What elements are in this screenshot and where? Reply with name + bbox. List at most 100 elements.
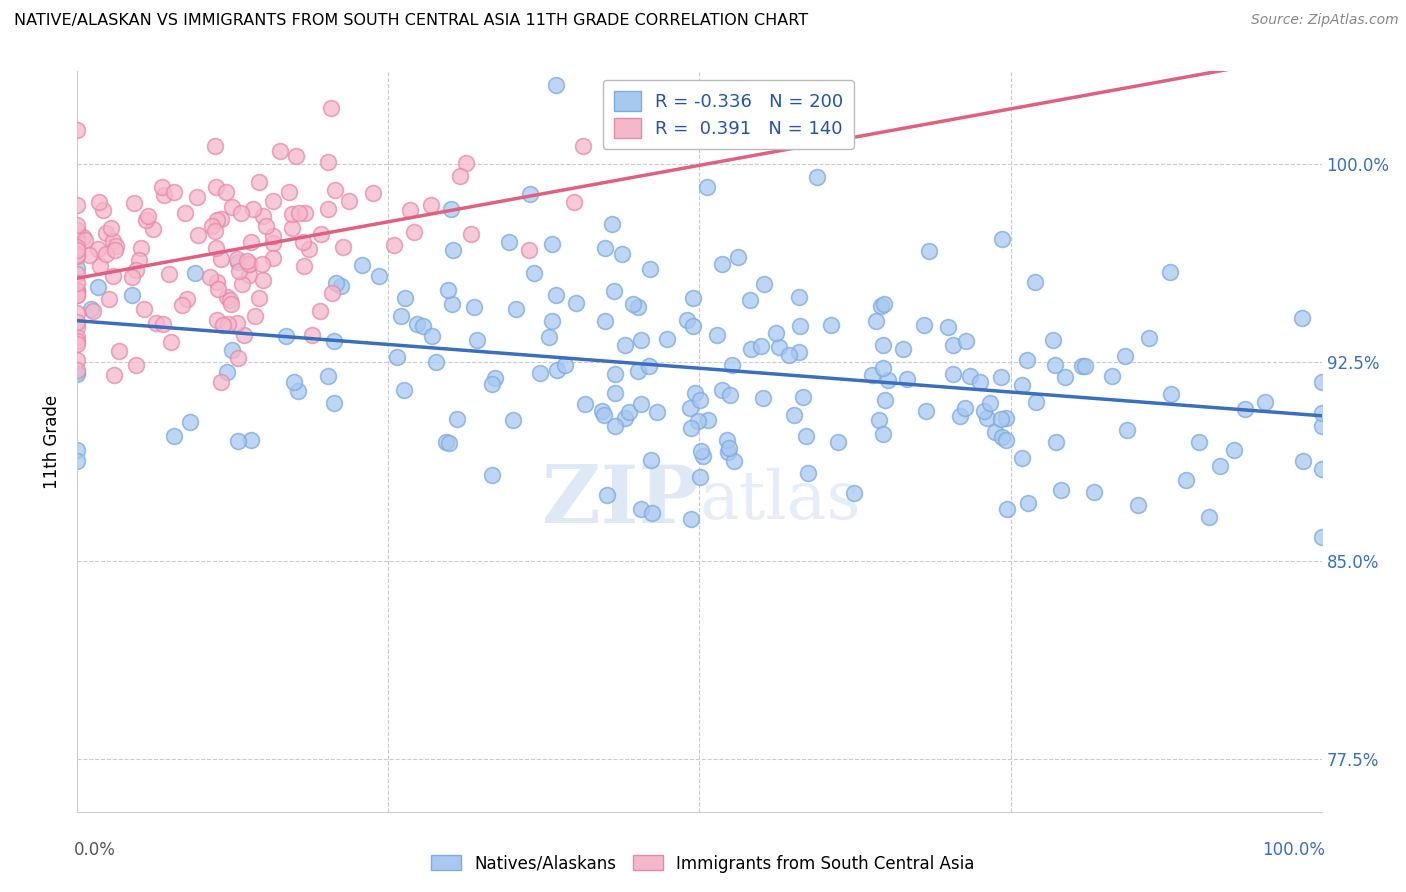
Point (990, 369, 1012, 384)
Point (979, 395, 1001, 409)
Point (66, 284, 89, 298)
Point (436, 434, 458, 449)
Point (66, 334, 89, 348)
Point (226, 434, 249, 448)
Point (994, 411, 1017, 425)
Point (125, 262, 148, 277)
Point (211, 318, 233, 332)
Point (121, 288, 143, 302)
Point (593, 241, 616, 255)
Point (1128, 498, 1150, 512)
Point (209, 375, 232, 389)
Point (912, 318, 935, 333)
Point (66, 306, 89, 320)
Point (614, 338, 637, 352)
Point (446, 412, 468, 426)
Point (751, 339, 773, 353)
Point (281, 220, 304, 235)
Point (1291, 310, 1313, 325)
Point (103, 368, 125, 382)
Point (66, 365, 89, 379)
Point (610, 247, 633, 261)
Point (204, 180, 226, 194)
Point (686, 414, 709, 428)
Point (463, 300, 485, 314)
Point (752, 392, 775, 406)
Point (1188, 435, 1211, 450)
Point (918, 244, 941, 258)
Point (1101, 368, 1123, 383)
Point (104, 244, 127, 258)
Point (1083, 484, 1105, 499)
Point (1253, 395, 1275, 409)
Point (281, 207, 304, 221)
Point (389, 309, 412, 323)
Point (399, 202, 422, 217)
Point (145, 316, 167, 330)
Point (973, 404, 995, 418)
Point (316, 369, 339, 384)
Point (454, 155, 477, 169)
Point (716, 445, 738, 459)
Point (679, 401, 702, 415)
Point (274, 329, 297, 343)
Point (226, 252, 249, 266)
Point (204, 224, 226, 238)
Point (247, 291, 270, 305)
Point (1137, 331, 1160, 345)
Point (437, 283, 460, 297)
Point (984, 425, 1007, 439)
Point (976, 411, 998, 425)
Point (865, 314, 887, 328)
Point (1017, 495, 1039, 509)
Point (157, 267, 180, 281)
Point (89, 259, 111, 273)
Point (66, 277, 89, 291)
Point (592, 408, 614, 422)
Point (382, 238, 405, 252)
Point (240, 433, 263, 447)
Point (225, 316, 247, 330)
Point (679, 511, 702, 525)
Point (66, 442, 89, 457)
Point (994, 433, 1017, 447)
Point (101, 234, 124, 248)
Point (440, 202, 463, 216)
Point (233, 328, 256, 343)
Point (66, 454, 89, 468)
Point (692, 450, 714, 464)
Point (605, 367, 627, 381)
Point (718, 441, 741, 455)
Point (205, 213, 228, 227)
Point (368, 268, 391, 283)
Point (723, 454, 745, 468)
Point (706, 328, 728, 343)
Point (872, 361, 894, 376)
Point (204, 241, 226, 255)
Point (66, 363, 89, 377)
Point (1015, 353, 1038, 368)
Point (321, 286, 343, 301)
Point (75, 233, 97, 247)
Point (96, 247, 118, 261)
Text: atlas: atlas (700, 468, 860, 533)
Legend: Natives/Alaskans, Immigrants from South Central Asia: Natives/Alaskans, Immigrants from South … (425, 848, 981, 880)
Point (124, 195, 146, 210)
Point (696, 180, 718, 194)
Point (412, 318, 434, 333)
Point (896, 372, 918, 386)
Point (228, 351, 250, 365)
Point (720, 358, 742, 372)
Point (860, 368, 883, 382)
Point (138, 210, 160, 224)
Point (942, 338, 965, 352)
Point (186, 190, 208, 204)
Point (1292, 454, 1315, 468)
Point (613, 411, 636, 425)
Point (82, 303, 104, 318)
Point (969, 375, 991, 389)
Point (565, 296, 588, 310)
Point (238, 256, 260, 270)
Point (1310, 530, 1333, 544)
Point (942, 367, 965, 381)
